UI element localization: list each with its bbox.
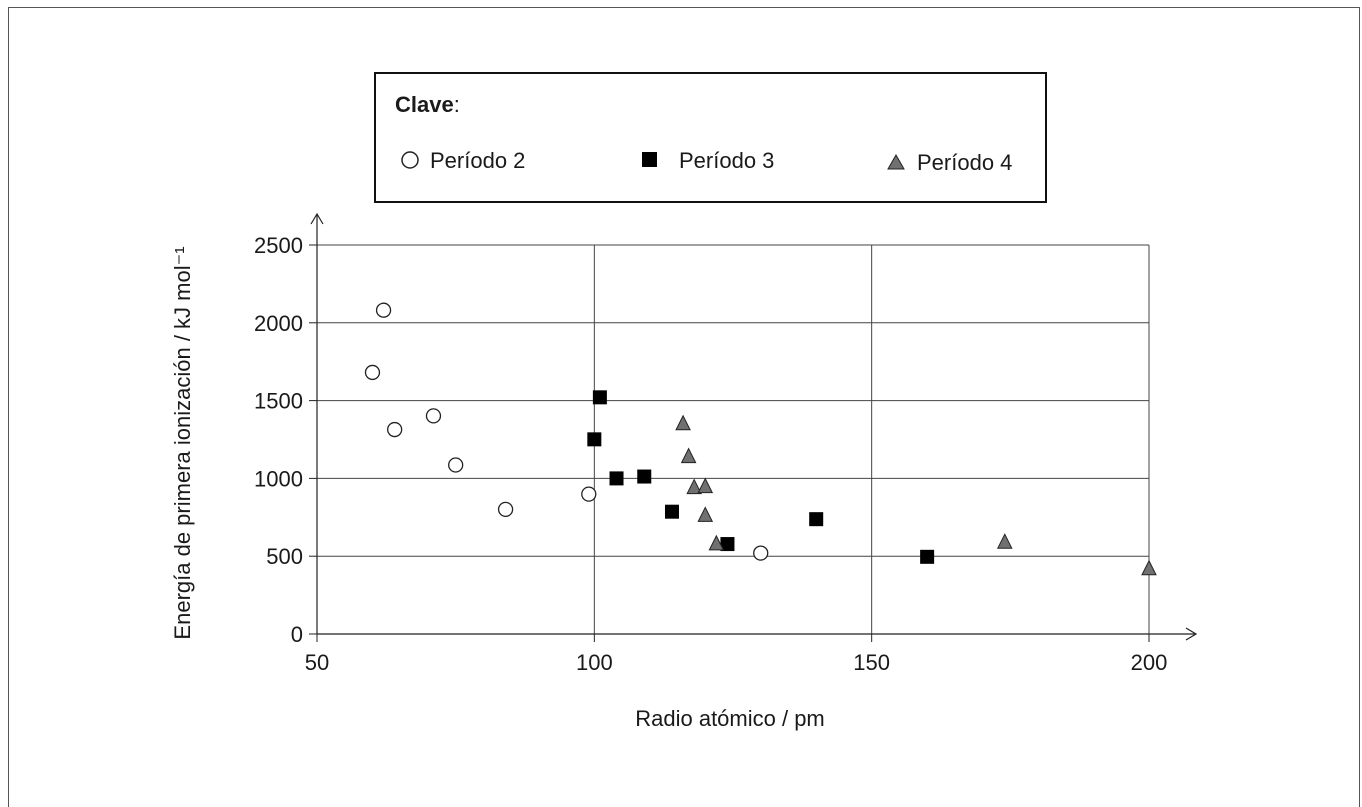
legend-title-bold: Clave: [395, 92, 454, 117]
point-period-3: [809, 512, 824, 527]
y-axis-title: Energía de primera ionización / kJ mol⁻¹: [170, 246, 195, 639]
point-period-4: [1141, 559, 1157, 576]
x-tick-label: 100: [576, 650, 613, 675]
point-period-4: [996, 533, 1013, 549]
tick-labels: 0 500 1000 1500 2000 2500 50 100 150 200: [254, 233, 1167, 675]
figure-frame: [8, 7, 1360, 807]
point-period-2: [753, 545, 769, 561]
y-tick-label: 2500: [254, 233, 303, 258]
point-period-4: [680, 447, 697, 464]
legend-label-period-4: Período 4: [917, 150, 1012, 175]
point-period-2: [425, 408, 442, 424]
x-axis-arrow: [1185, 627, 1198, 641]
point-period-3: [637, 469, 652, 484]
x-tick-label: 150: [853, 650, 890, 675]
point-period-4: [686, 478, 702, 495]
point-period-3: [609, 471, 624, 486]
point-period-3: [587, 432, 602, 447]
legend-label-period-3: Período 3: [679, 148, 774, 173]
legend-box: [374, 72, 1047, 203]
point-period-2: [364, 364, 381, 381]
point-period-3: [720, 537, 735, 552]
point-period-4: [675, 414, 691, 431]
y-axis-arrow: [310, 212, 324, 225]
axes: [309, 212, 1198, 642]
x-axis-title: Radio atómico / pm: [635, 706, 825, 731]
point-period-2: [375, 302, 392, 318]
legend-title: Clave:: [395, 92, 460, 117]
legend-marker-period-4: [887, 153, 905, 170]
point-period-4: [708, 534, 725, 551]
y-tick-label: 1000: [254, 466, 303, 491]
point-period-2: [448, 457, 464, 473]
point-period-4: [697, 506, 714, 522]
data-points: [364, 302, 1157, 576]
legend-marker-period-2: [401, 151, 419, 169]
point-period-2: [497, 501, 514, 518]
y-tick-label: 0: [291, 622, 303, 647]
point-period-2: [387, 421, 403, 438]
point-period-3: [664, 504, 679, 519]
legend-marker-period-3: [642, 152, 657, 167]
legend-label-period-2: Período 2: [430, 148, 525, 173]
legend-title-colon: :: [454, 92, 460, 117]
y-tick-label: 500: [266, 544, 303, 569]
point-period-2: [581, 486, 597, 502]
x-tick-label: 200: [1131, 650, 1168, 675]
grid: [317, 244, 1150, 634]
y-tick-label: 2000: [254, 311, 303, 336]
legend: Clave: Período 2 Período 3 Período 4: [374, 72, 1047, 203]
point-period-3: [592, 390, 607, 405]
point-period-4: [697, 477, 714, 494]
point-period-3: [920, 549, 935, 564]
y-tick-label: 1500: [254, 389, 303, 414]
x-tick-label: 50: [305, 650, 329, 675]
